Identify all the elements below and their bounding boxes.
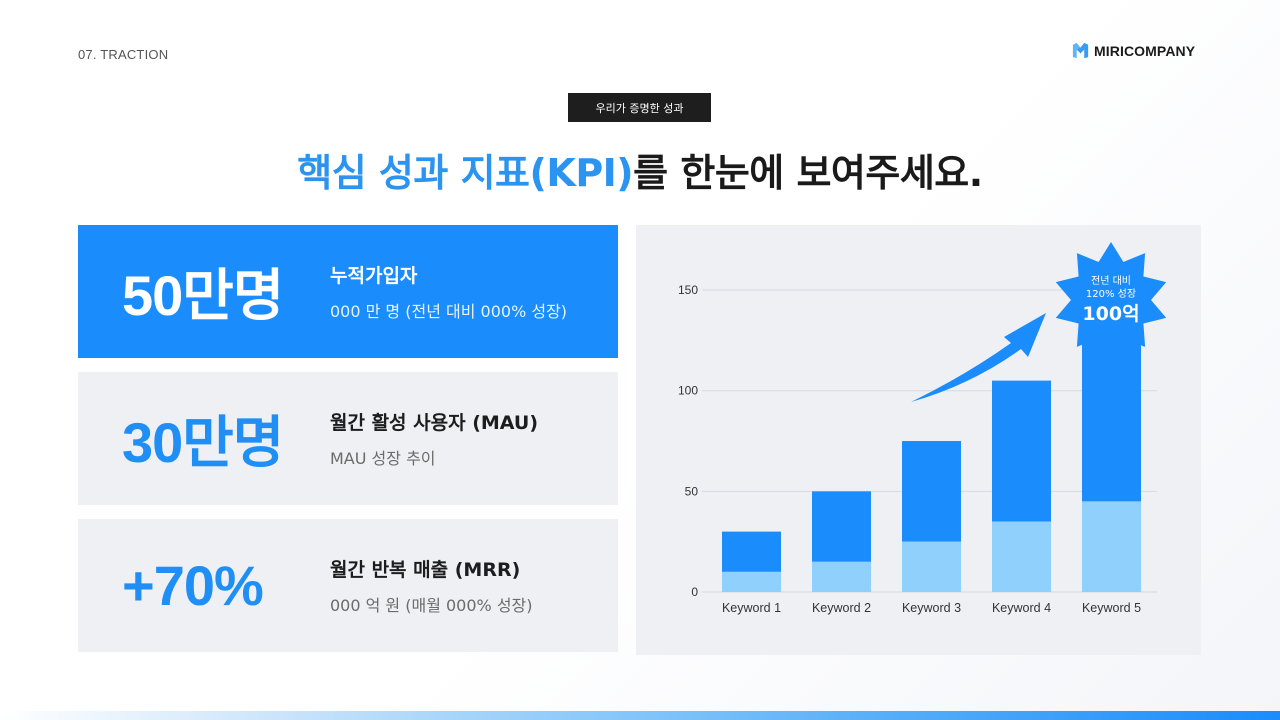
badge-line1: 전년 대비 [1091, 275, 1131, 287]
bar-segment-base [812, 561, 871, 592]
x-tick-label: Keyword 3 [902, 601, 961, 615]
brand-logo[interactable]: MIRICOMPANY [1071, 41, 1195, 60]
bar-segment-top [722, 531, 781, 572]
eyebrow-tag: 우리가 증명한 성과 [568, 93, 711, 122]
bar-segment-base [722, 571, 781, 592]
bar-segment-base [902, 541, 961, 592]
title-accent: 핵심 성과 지표(KPI) [297, 151, 634, 195]
stacked-bar-chart: 0 50 100 150 Keyword 1 Keyword 2 Keyword 3 Keyw… [636, 225, 1201, 655]
logo-text: MIRICOMPANY [1094, 42, 1196, 59]
kpi-title: 월간 활성 사용자 (MAU) [330, 412, 539, 434]
kpi-subtitle: MAU 성장 추이 [330, 449, 436, 468]
y-tick-label: 100 [678, 384, 698, 398]
x-tick-label: Keyword 4 [992, 601, 1051, 615]
bar-segment-top [812, 491, 871, 562]
y-tick-label: 150 [678, 283, 698, 297]
title-rest: 를 한눈에 보여주세요. [633, 151, 983, 195]
kpi-title: 누적가입자 [330, 265, 418, 287]
bottom-gradient-bar [0, 711, 1280, 720]
kpi-card-mau: 30만명 월간 활성 사용자 (MAU) MAU 성장 추이 [78, 372, 618, 505]
kpi-card-mrr: +70% 월간 반복 매출 (MRR) 000 억 원 (매월 000% 성장) [78, 519, 618, 652]
kpi-subtitle: 000 만 명 (전년 대비 000% 성장) [330, 302, 568, 321]
badge-value: 100억 [1082, 303, 1139, 325]
kpi-value: 50만명 [122, 264, 284, 327]
badge-line2: 120% 성장 [1086, 288, 1136, 300]
kpi-value: +70% [122, 554, 264, 617]
kpi-subtitle: 000 억 원 (매월 000% 성장) [330, 596, 533, 615]
bar-segment-base [992, 521, 1051, 592]
kpi-title: 월간 반복 매출 (MRR) [330, 559, 521, 581]
kpi-card-signups: 50만명 누적가입자 000 만 명 (전년 대비 000% 성장) [78, 225, 618, 358]
x-tick-label: Keyword 1 [722, 601, 781, 615]
page-title: 핵심 성과 지표(KPI)를 한눈에 보여주세요. [0, 142, 1280, 197]
bar-segment-top [902, 441, 961, 542]
m-logo-icon [1072, 42, 1089, 59]
x-tick-label: Keyword 5 [1082, 601, 1141, 615]
y-tick-label: 50 [685, 484, 699, 498]
growth-arrow-icon [911, 313, 1046, 402]
x-tick-label: Keyword 2 [812, 601, 871, 615]
chart-canvas: 0 50 100 150 Keyword 1 Keyword 2 Keyword 3 Keyw… [678, 242, 1167, 615]
y-tick-label: 0 [691, 585, 698, 599]
bar-segment-base [1082, 501, 1141, 592]
starburst-badge-icon [1055, 242, 1167, 358]
section-label: 07. TRACTION [78, 47, 169, 62]
bar-segment-top [992, 380, 1051, 522]
kpi-value: 30만명 [122, 411, 284, 474]
